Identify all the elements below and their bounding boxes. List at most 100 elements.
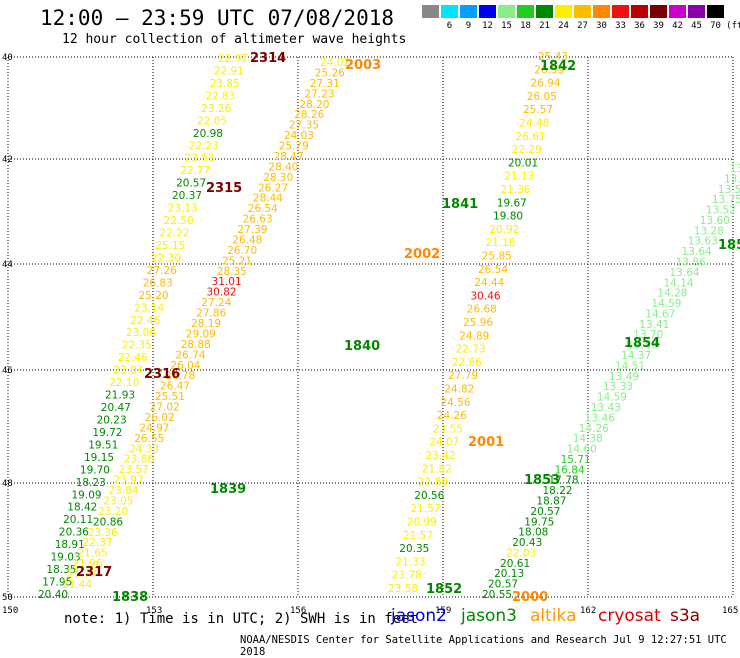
legend-label: 42 [672,21,683,31]
wave-height-value: 20.35 [399,543,429,555]
wave-height-value: 26.55 [134,433,164,445]
wave-height-value: 19.09 [72,489,102,501]
wave-height-value: 20.36 [59,527,89,539]
legend-label: 27 [577,21,588,31]
wave-height-value: 14.67 [645,309,675,321]
wave-height-value: 21.13 [504,171,534,183]
wave-height-value: 23.97 [114,475,144,487]
wave-height-value: 21.82 [422,463,452,475]
wave-height-value: 20.47 [101,402,131,414]
legend-label: 33 [615,21,626,31]
wave-height-value: 26.70 [227,245,257,257]
wave-height-value: 25.15 [155,240,185,252]
wave-height-value: 19.75 [524,516,554,528]
pass-time-label: 2316 [144,367,180,382]
wave-height-value: 20.43 [512,537,542,549]
wave-height-value: 13.58 [718,184,740,196]
wave-height-value: 27.86 [196,308,226,320]
wave-height-value: 26.27 [258,182,288,194]
longitude-label: 159 [435,606,451,616]
wave-height-value: 19.80 [493,211,523,223]
wave-height-value: 28.20 [299,99,329,111]
wave-height-value: 23.55 [433,423,463,435]
wave-height-value: 13.49 [627,340,657,352]
wave-height-value: 14.37 [621,350,651,362]
wave-height-value: 28.40 [268,161,298,173]
legend-label: 21 [539,21,550,31]
wave-height-value: 26.78 [165,370,195,382]
credit-line: NOAA/NESDIS Center for Satellite Applica… [240,634,727,658]
legend-swatch [650,5,667,18]
wave-height-value: 14.14 [664,277,694,289]
pass-time-label: 2002 [404,247,440,262]
wave-height-value: 17.95 [42,577,72,589]
legend-swatch [631,5,648,18]
legend-swatch [517,5,534,18]
wave-height-value: 24.02 [320,57,350,69]
wave-height-value: 21.57 [403,530,433,542]
wave-height-value: 24.97 [139,422,169,434]
wave-height-value: 22.05 [197,115,227,127]
wave-height-value: 26.83 [143,277,173,289]
wave-height-value: 24.89 [459,330,489,342]
wave-height-value: 28.35 [217,266,247,278]
wave-height-value: 19.72 [92,427,122,439]
legend-swatch [479,5,496,18]
wave-height-value: 27.39 [237,224,267,236]
wave-height-value: 13.75 [712,194,740,206]
wave-height-value: 24.56 [441,397,471,409]
wave-height-value: 13.52 [706,205,736,217]
wave-height-value: 17.78 [549,475,579,487]
wave-height-value: 30.46 [471,290,501,302]
wave-height-value: 26.54 [478,264,508,276]
wave-height-value: 13.60 [700,215,730,227]
wave-height-value: 22.37 [83,537,113,549]
wave-height-value: 25.85 [482,251,512,263]
wave-height-value: 23.78 [392,570,422,582]
wave-height-value: 20.01 [508,157,538,169]
latitude-label: 40 [2,53,13,63]
wave-height-value: 13.3 [724,173,740,185]
wave-height-value: 21.44 [62,579,92,591]
wave-height-value: 18.42 [67,502,97,514]
pass-time-label: 1841 [442,197,478,212]
wave-height-value: 19.15 [84,452,114,464]
wave-height-value: 31.01 [212,276,242,288]
wave-height-value: 16.84 [555,464,585,476]
wave-height-value: 21.77 [67,569,97,581]
wave-height-value: 25.43 [538,51,568,63]
longitude-label: 156 [290,606,306,616]
wave-height-value: 22.83 [205,90,235,102]
wave-height-value: 23.05 [103,496,133,508]
legend-swatch [688,5,705,18]
wave-height-value: 29.09 [186,328,216,340]
wave-height-value: 13.46 [585,412,615,424]
wave-height-value: 22.03 [506,547,536,559]
legend-label: 18 [520,21,531,31]
pass-time-label: 2315 [206,181,242,196]
legend-swatch [707,5,724,18]
legend-swatch [669,5,686,18]
wave-height-value: 23.42 [426,450,456,462]
wave-height-value: 21.65 [78,548,108,560]
wave-height-value: 24.26 [437,410,467,422]
legend-swatch [460,5,477,18]
wave-height-value: 23.20 [98,506,128,518]
wave-height-value: 13.63 [688,236,718,248]
wave-height-value: 27.31 [310,78,340,90]
wave-height-value: 14.26 [579,423,609,435]
wave-height-value: 13.33 [603,381,633,393]
wave-height-value: 26.48 [232,235,262,247]
wave-height-value: 22.77 [180,165,210,177]
wave-height-value: 27.23 [305,88,335,100]
wave-height-value: 19.51 [88,439,118,451]
wave-height-value: 13.86 [676,257,706,269]
pass-time-label: 2314 [250,51,286,66]
wave-height-value: 22.46 [118,352,148,364]
wave-height-value: 22.35 [122,340,152,352]
wave-height-value: 30.82 [207,287,237,299]
wave-height-value: 24.44 [474,277,504,289]
legend-swatch [574,5,591,18]
legend-swatch [498,5,515,18]
